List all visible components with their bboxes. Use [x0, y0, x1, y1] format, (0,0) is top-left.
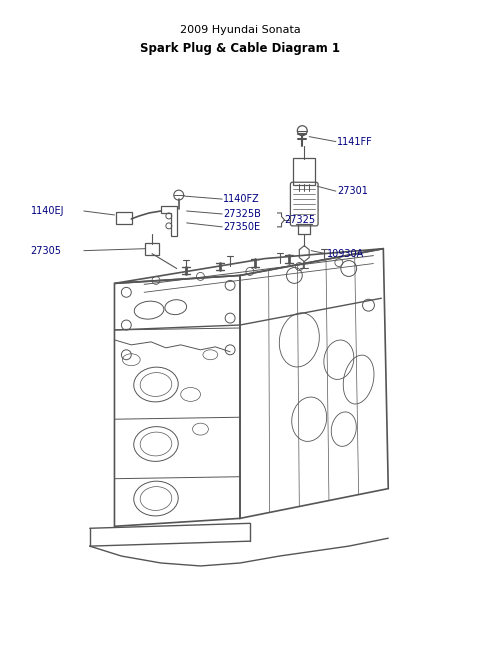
Text: 1141FF: 1141FF	[337, 137, 372, 147]
Text: 27305: 27305	[30, 246, 61, 255]
Text: 1140EJ: 1140EJ	[30, 206, 64, 216]
Text: 27325B: 27325B	[223, 209, 261, 219]
Text: 10930A: 10930A	[327, 249, 364, 259]
Text: Spark Plug & Cable Diagram 1: Spark Plug & Cable Diagram 1	[140, 43, 340, 56]
Text: 27301: 27301	[337, 186, 368, 196]
Text: 27350E: 27350E	[223, 222, 260, 232]
Text: 1140FZ: 1140FZ	[223, 194, 260, 204]
Text: 2009 Hyundai Sonata: 2009 Hyundai Sonata	[180, 25, 300, 35]
Text: 27325: 27325	[285, 215, 316, 225]
